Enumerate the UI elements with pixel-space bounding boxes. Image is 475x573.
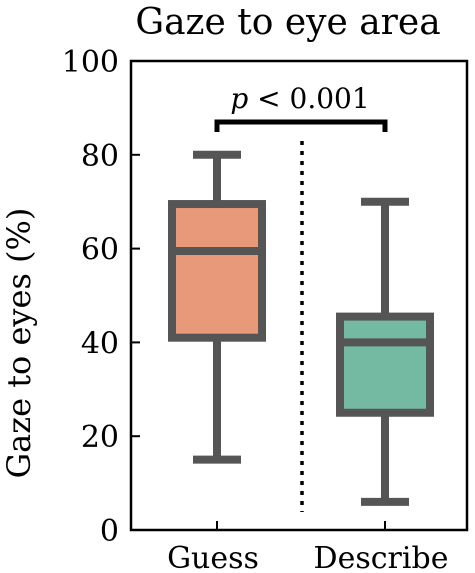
y-tick-label: 40 [81,326,119,361]
plot-frame [129,59,469,532]
significance-text: p < 0.001 [230,82,369,115]
y-tick-label: 80 [81,139,119,174]
plot-area [168,141,434,512]
box-iqr [168,200,266,342]
significance-annotation: p < 0.001 [214,82,388,132]
x-tick-label: Describe [314,541,449,573]
y-tick-label: 20 [81,420,119,455]
x-axis-ticks: Guess Describe [167,521,448,573]
y-axis-ticks: 0 20 40 60 80 100 [62,45,140,549]
significance-value: < 0.001 [248,82,369,115]
box-describe [336,197,434,506]
significance-bracket [214,119,388,132]
y-tick-label: 0 [100,514,119,549]
box-guess [168,150,266,464]
y-tick-label: 100 [62,45,119,80]
box-iqr [336,312,434,417]
x-tick-label: Guess [167,541,259,573]
y-axis-label: Gaze to eyes (%) [0,208,38,479]
y-tick-label: 60 [81,233,119,268]
chart-title: Gaze to eye area [135,2,440,43]
significance-p: p [230,82,248,115]
